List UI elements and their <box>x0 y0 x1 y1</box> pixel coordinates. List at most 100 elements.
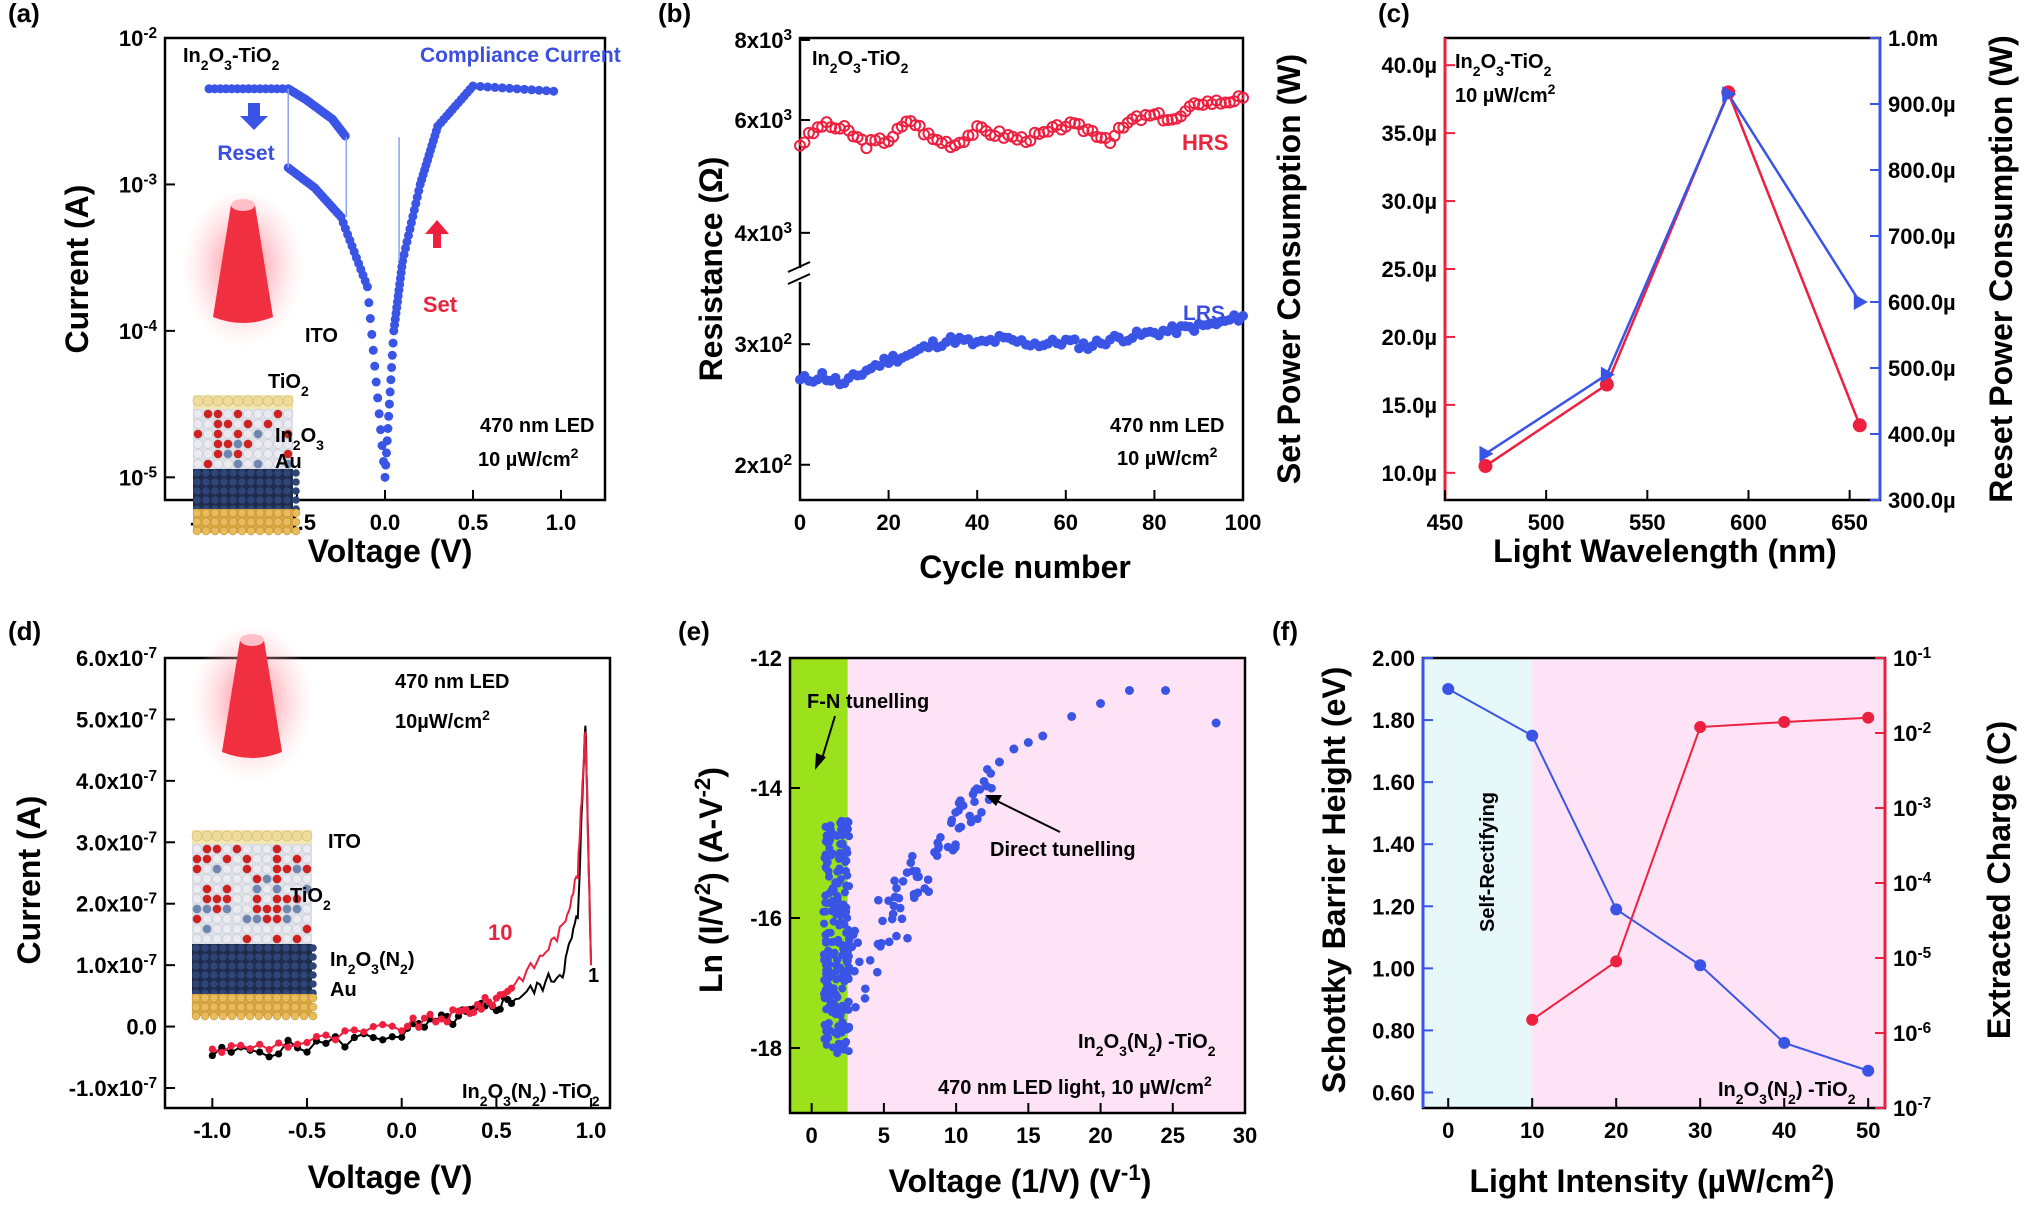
data-point-hrs <box>811 121 824 134</box>
tio2-atom <box>192 864 202 874</box>
annotation-led-a: 470 nm LED <box>480 415 594 437</box>
x-tick-label-e: 0 <box>806 1123 818 1148</box>
au-atom <box>200 1002 210 1012</box>
data-point-e <box>845 882 854 891</box>
tio2-atom <box>222 844 232 854</box>
annotation-self-rectifying-f: Self-Rectifying <box>1477 792 1499 932</box>
tio2-atom <box>203 459 213 469</box>
au-atom <box>200 993 210 1003</box>
tio2-atom <box>232 874 242 884</box>
tio2-atom <box>302 914 312 924</box>
in2o3-atom <box>220 469 228 477</box>
ito-atom <box>212 395 224 407</box>
data-point-e <box>825 872 834 881</box>
y-axis-label-a: Current (A) <box>59 185 95 354</box>
x-tick-label-f: 0 <box>1442 1118 1454 1143</box>
ito-atom <box>261 830 273 842</box>
data-point-d <box>507 984 516 992</box>
data-point-d <box>350 1026 358 1034</box>
data-point-lrs <box>1069 334 1080 345</box>
data-point-a <box>475 81 485 91</box>
stack-label-au-a: Au <box>275 451 302 473</box>
led-top-icon <box>240 634 264 646</box>
data-point-d <box>369 1034 377 1042</box>
data-point-d <box>303 1048 311 1056</box>
data-point-d <box>275 1050 283 1058</box>
y-tick-label-b: 8x103 <box>734 27 792 54</box>
tio2-atom <box>272 874 282 884</box>
tio2-atom <box>233 419 243 429</box>
data-point-e <box>994 757 1004 767</box>
in2o3-atom <box>210 980 218 988</box>
data-point-a <box>384 399 394 409</box>
tio2-atom <box>283 419 293 429</box>
data-point-e <box>839 1045 848 1054</box>
tio2-atom <box>212 934 222 944</box>
tio2-atom <box>232 864 242 874</box>
tio2-atom <box>262 874 272 884</box>
data-point-e <box>844 1005 853 1014</box>
data-point-d <box>449 1020 457 1029</box>
data-point-e <box>829 917 838 926</box>
au-atom <box>191 993 201 1003</box>
data-point-e <box>1023 738 1033 747</box>
data-point-d <box>303 1038 311 1047</box>
data-point-a <box>512 84 522 94</box>
tio2-layer <box>193 409 293 469</box>
tio2-atom <box>282 934 292 944</box>
au-atom <box>263 1011 273 1021</box>
annotation-material-c: In2O3-TiO2 <box>1455 51 1552 79</box>
data-point-d <box>420 1014 429 1022</box>
tio2-atom <box>223 419 233 429</box>
in2o3-atom <box>309 953 317 961</box>
au-atom <box>209 1011 219 1021</box>
in2o3-atom <box>229 487 237 495</box>
axis-break-b <box>787 261 811 273</box>
tio2-atom <box>222 934 232 944</box>
au-atom <box>273 526 283 536</box>
au-atom <box>254 1002 264 1012</box>
annotation-intensity-c: 10 µW/cm2 <box>1455 81 1556 107</box>
tio2-atom <box>263 449 273 459</box>
data-point-e <box>874 895 883 905</box>
data-point-d <box>409 1014 417 1022</box>
y-axis-label-e: Ln (I/V2) (A-V-2) <box>690 767 730 993</box>
data-point-d <box>265 1045 273 1054</box>
data-point-e <box>827 970 836 979</box>
tio2-atom <box>273 409 283 419</box>
in2o3-atom <box>265 496 273 504</box>
in2o3-atom <box>291 980 299 988</box>
data-point-e <box>831 878 840 887</box>
data-point-a <box>387 350 397 360</box>
led-bulb-icon <box>213 205 273 323</box>
au-atom <box>191 1011 201 1021</box>
y-tick-label-f: 2.00 <box>1372 646 1415 671</box>
tio2-atom <box>263 459 273 469</box>
charge-point-f <box>1694 721 1707 734</box>
tio2-atom <box>243 439 253 449</box>
in2o3-atom <box>229 478 237 486</box>
tio2-atom <box>263 409 273 419</box>
data-point-a <box>370 361 380 371</box>
in2o3-atom <box>238 496 246 504</box>
tio2-atom <box>283 409 293 419</box>
data-point-e <box>820 919 829 928</box>
tio2-atom <box>243 409 253 419</box>
data-point-e <box>850 926 860 936</box>
data-point-e <box>843 913 852 922</box>
x-tick-label-f: 40 <box>1772 1118 1796 1143</box>
axis-break-b <box>787 273 811 285</box>
region-self-rectifying <box>1423 658 1533 1108</box>
data-point-d <box>415 1023 423 1031</box>
tio2-atom <box>212 914 222 924</box>
in2o3-atom <box>300 944 308 952</box>
in2o3-atom <box>201 944 209 952</box>
in2o3-atom <box>291 944 299 952</box>
data-point-d <box>227 1042 235 1050</box>
ito-atom <box>222 395 234 407</box>
tio2-atom <box>272 864 282 874</box>
tio2-atom <box>202 844 212 854</box>
au-atom <box>218 1011 228 1021</box>
data-point-e <box>838 1002 847 1011</box>
